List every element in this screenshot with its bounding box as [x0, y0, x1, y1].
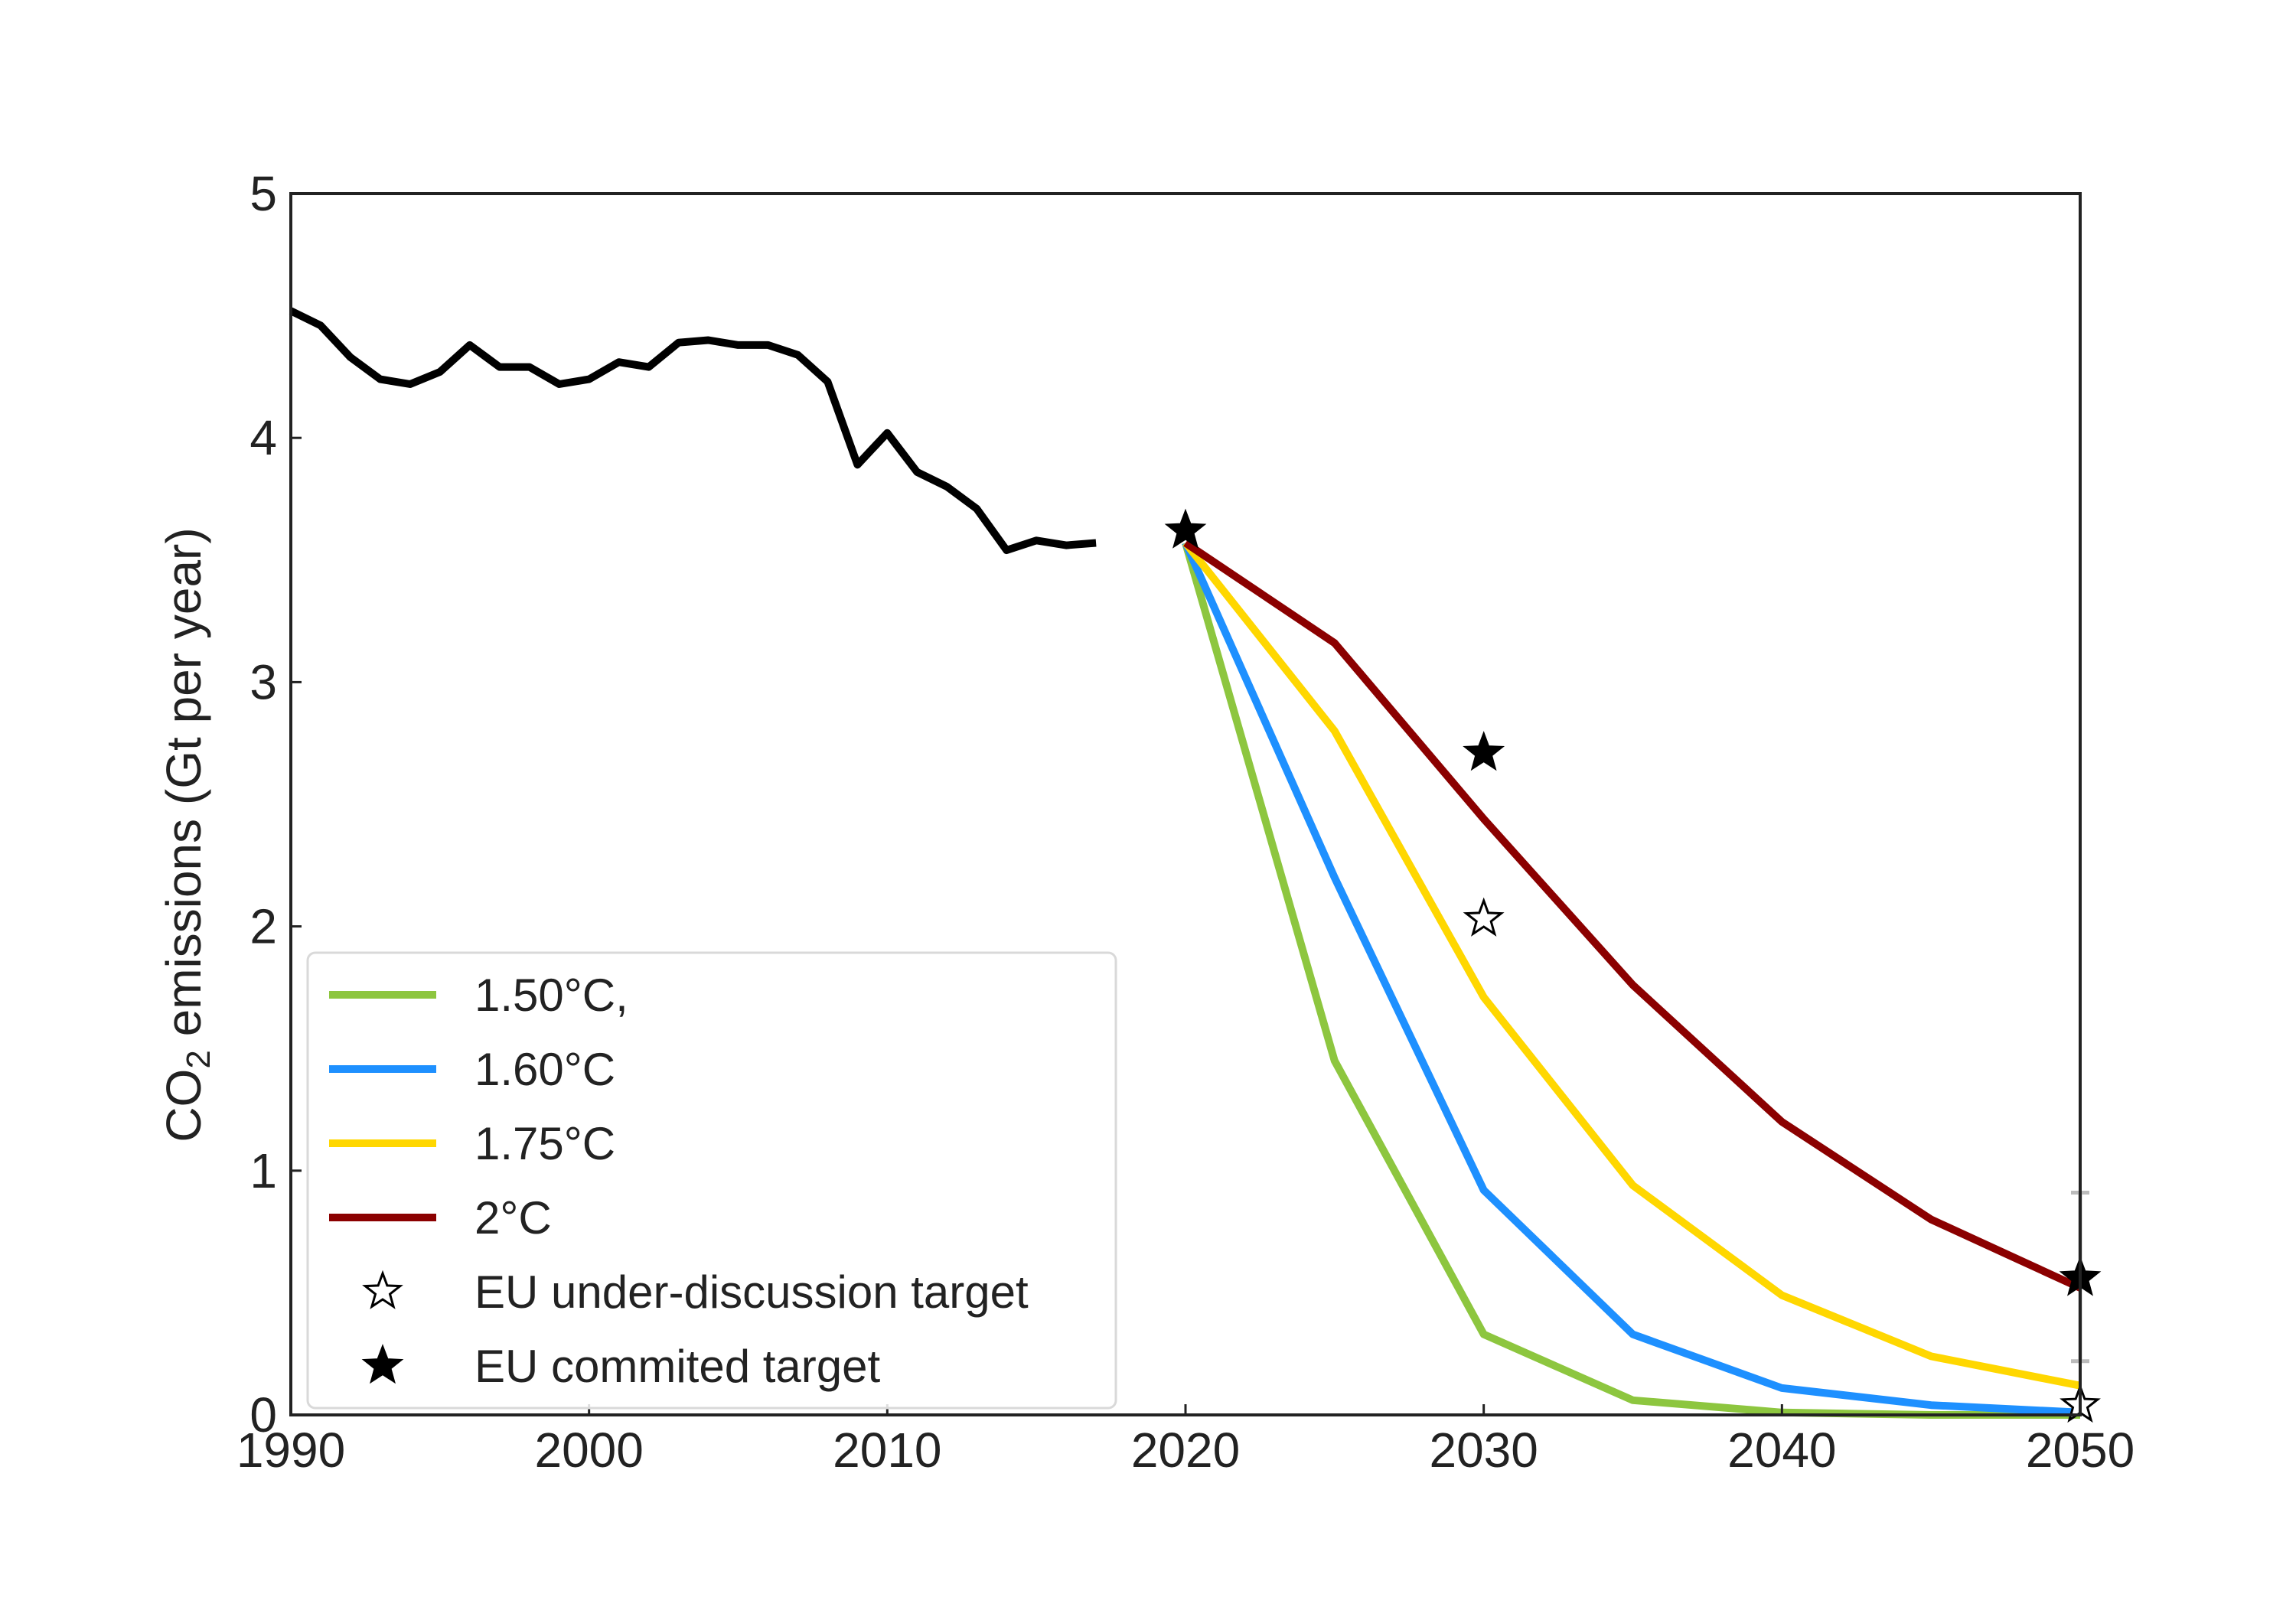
x-tick-label: 2030 — [1429, 1423, 1538, 1478]
committed-target-star-0 — [1164, 508, 1207, 549]
y-tick-label: 2 — [249, 899, 277, 954]
legend-label-1: 1.60°C — [475, 1044, 615, 1095]
y-tick-label: 3 — [249, 654, 277, 709]
x-tick-label: 2000 — [534, 1423, 643, 1478]
y-tick-label: 1 — [249, 1143, 277, 1198]
committed-target-star-1 — [1463, 731, 1505, 771]
legend-box — [306, 951, 1117, 1410]
y-axis-title-prefix: CO — [156, 1069, 211, 1143]
legend-label-3: 2°C — [475, 1192, 552, 1244]
y-axis-title-subscript: 2 — [180, 1050, 217, 1068]
legend-label-0: 1.50°C, — [475, 970, 628, 1021]
legend-marker-0 — [362, 1270, 403, 1309]
legend-marker-label-1: EU commited target — [475, 1341, 881, 1392]
x-tick-label: 2050 — [2026, 1423, 2135, 1478]
series-line-1 — [1182, 541, 2081, 1416]
y-tick-label: 0 — [249, 1387, 277, 1442]
x-tick-label: 1990 — [236, 1423, 345, 1478]
series-line-3 — [1183, 539, 2082, 1292]
x-tick-label: 2010 — [833, 1423, 941, 1478]
series-line-0 — [1182, 542, 2080, 1419]
under-discussion-target-star-0 — [1463, 897, 1505, 937]
y-tick-label: 5 — [249, 166, 277, 221]
legend: 1.50°C, 1.60°C 1.75°C 2°C EU under-discussio… — [306, 951, 1117, 1410]
series-line-historical — [289, 307, 1097, 554]
y-axis-title-suffix: emissions (Gt per year) — [156, 527, 211, 1050]
y-axis-title: CO2 emissions (Gt per year) — [156, 527, 217, 1142]
legend-marker-label-0: EU under-discussion target — [475, 1266, 1029, 1318]
x-tick-label: 2040 — [1727, 1423, 1836, 1478]
legend-label-2: 1.75°C — [475, 1118, 615, 1169]
axis-ticks: 1990 2000 2010 2020 2030 2040 2050 0 1 2 3 4 5 — [236, 166, 2135, 1478]
series-line-2 — [1182, 540, 2081, 1390]
x-tick-label: 2020 — [1131, 1423, 1240, 1478]
y-tick-label: 4 — [249, 410, 277, 465]
legend-marker-1 — [361, 1344, 404, 1384]
